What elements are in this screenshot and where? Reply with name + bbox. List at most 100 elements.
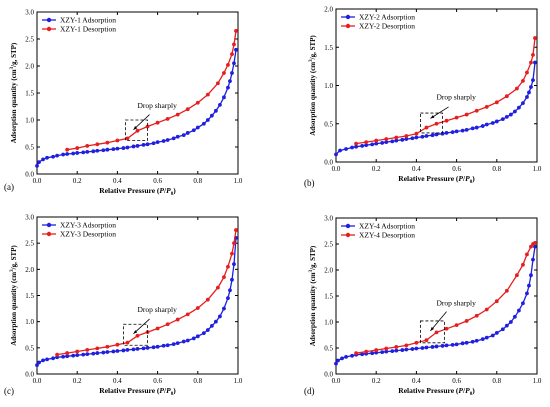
x-axis-label-end: ) (173, 186, 176, 195)
data-point (155, 120, 160, 125)
data-point (226, 85, 230, 90)
y-tick-label: 2.0 (25, 63, 34, 71)
data-point (340, 356, 344, 361)
data-point (155, 140, 160, 145)
x-axis-label-end: ) (472, 386, 475, 395)
data-point (105, 350, 110, 354)
data-point (195, 100, 200, 105)
data-point (364, 349, 369, 354)
data-point (464, 112, 469, 117)
annotation-arrow (430, 311, 447, 332)
panel-label: (a) (4, 182, 14, 192)
series-adsorption (334, 60, 537, 157)
data-point (75, 151, 80, 155)
data-point (527, 283, 531, 288)
x-tick-label: 0.8 (492, 377, 501, 385)
x-axis-label-sep: / (462, 174, 466, 183)
data-point (531, 53, 535, 57)
data-point (75, 349, 80, 354)
data-point (517, 308, 521, 313)
x-tick-label: 1.0 (234, 177, 243, 185)
y-axis-label-sup: 3 (10, 66, 15, 69)
x-tick-label: 0.2 (73, 177, 82, 185)
data-point (145, 124, 150, 129)
x-tick-label: 0.4 (113, 177, 122, 185)
data-point (175, 112, 180, 117)
y-tick-label: 1.0 (324, 82, 333, 90)
data-point (460, 341, 465, 346)
data-point (213, 319, 218, 324)
data-point (434, 121, 439, 126)
y-axis-label-end: /g, STP) (309, 35, 317, 61)
data-point (360, 352, 365, 357)
data-point (55, 352, 59, 357)
data-point (165, 117, 170, 121)
x-tick-label: 0.8 (193, 177, 202, 185)
data-point (508, 112, 513, 117)
data-point (464, 340, 469, 345)
y-tick-label: 2.5 (324, 241, 333, 249)
x-axis-label-var0: P (465, 174, 470, 183)
chart-panel-2: 0.0 0.2 0.4 0.6 0.8 1.0 0.0 0.5 1.0 1.5 2.0 Relativ… (304, 6, 542, 189)
data-point (230, 277, 234, 282)
data-point (484, 307, 489, 312)
y-axis-label-end: /g, STP) (309, 245, 317, 271)
data-point (135, 144, 140, 148)
legend-marker (46, 17, 52, 23)
x-tick-label: 1.0 (533, 377, 542, 385)
series-line (356, 38, 536, 145)
data-point (512, 109, 517, 114)
data-point (91, 351, 96, 356)
data-point (384, 140, 389, 145)
data-point (533, 60, 537, 65)
x-tick-label: 0.2 (73, 377, 82, 385)
data-point (508, 320, 513, 324)
legend-marker (345, 23, 351, 29)
data-point (374, 138, 379, 143)
data-point (424, 125, 429, 130)
data-point (424, 338, 429, 343)
data-point (161, 139, 166, 143)
x-axis-label-sub: 0 (470, 392, 473, 397)
data-point (527, 90, 531, 95)
data-point (45, 155, 49, 160)
y-axis-label-main: Adsorption quantity (cm (309, 62, 317, 136)
x-axis-label-var0: P (166, 186, 171, 195)
data-point (474, 125, 479, 130)
y-axis-label-sup: 3 (309, 269, 314, 272)
data-point (360, 144, 365, 148)
data-point (394, 135, 399, 140)
x-tick-label: 0.6 (452, 377, 461, 385)
y-tick-label: 1.5 (25, 90, 34, 98)
data-point (205, 297, 210, 302)
x-axis-label-main: Relative Pressure ( (99, 186, 160, 195)
data-point (37, 360, 41, 365)
data-point (394, 138, 399, 143)
series-desorption (354, 241, 537, 356)
data-point (380, 140, 385, 145)
x-tick-label: 0.0 (33, 177, 42, 185)
data-point (230, 71, 234, 75)
legend-marker (345, 223, 351, 229)
annotation-label: Drop sharply (437, 298, 477, 307)
panel-label: (b) (304, 178, 315, 188)
data-point (414, 346, 419, 351)
data-point (232, 61, 236, 66)
x-axis-label: Relative Pressure (P/P0) (398, 174, 475, 185)
data-point (115, 349, 120, 353)
x-axis-label-sep: / (163, 386, 167, 395)
data-point (420, 134, 425, 139)
data-point (115, 342, 120, 347)
data-point (201, 121, 206, 126)
data-point (205, 92, 210, 97)
data-point (185, 131, 190, 135)
data-point (504, 288, 509, 293)
data-point (105, 140, 110, 145)
data-point (201, 331, 206, 336)
data-point (521, 79, 525, 83)
y-axis-label: Adsorption quantity (cm3/g, STP) (309, 245, 317, 346)
y-tick-label: 0.0 (25, 371, 34, 379)
data-point (191, 336, 196, 341)
chart-panel-3: 0.0 0.2 0.4 0.6 0.8 1.0 0.0 0.5 1.0 1.5 2.0 2.5 3.0 R… (4, 214, 243, 398)
